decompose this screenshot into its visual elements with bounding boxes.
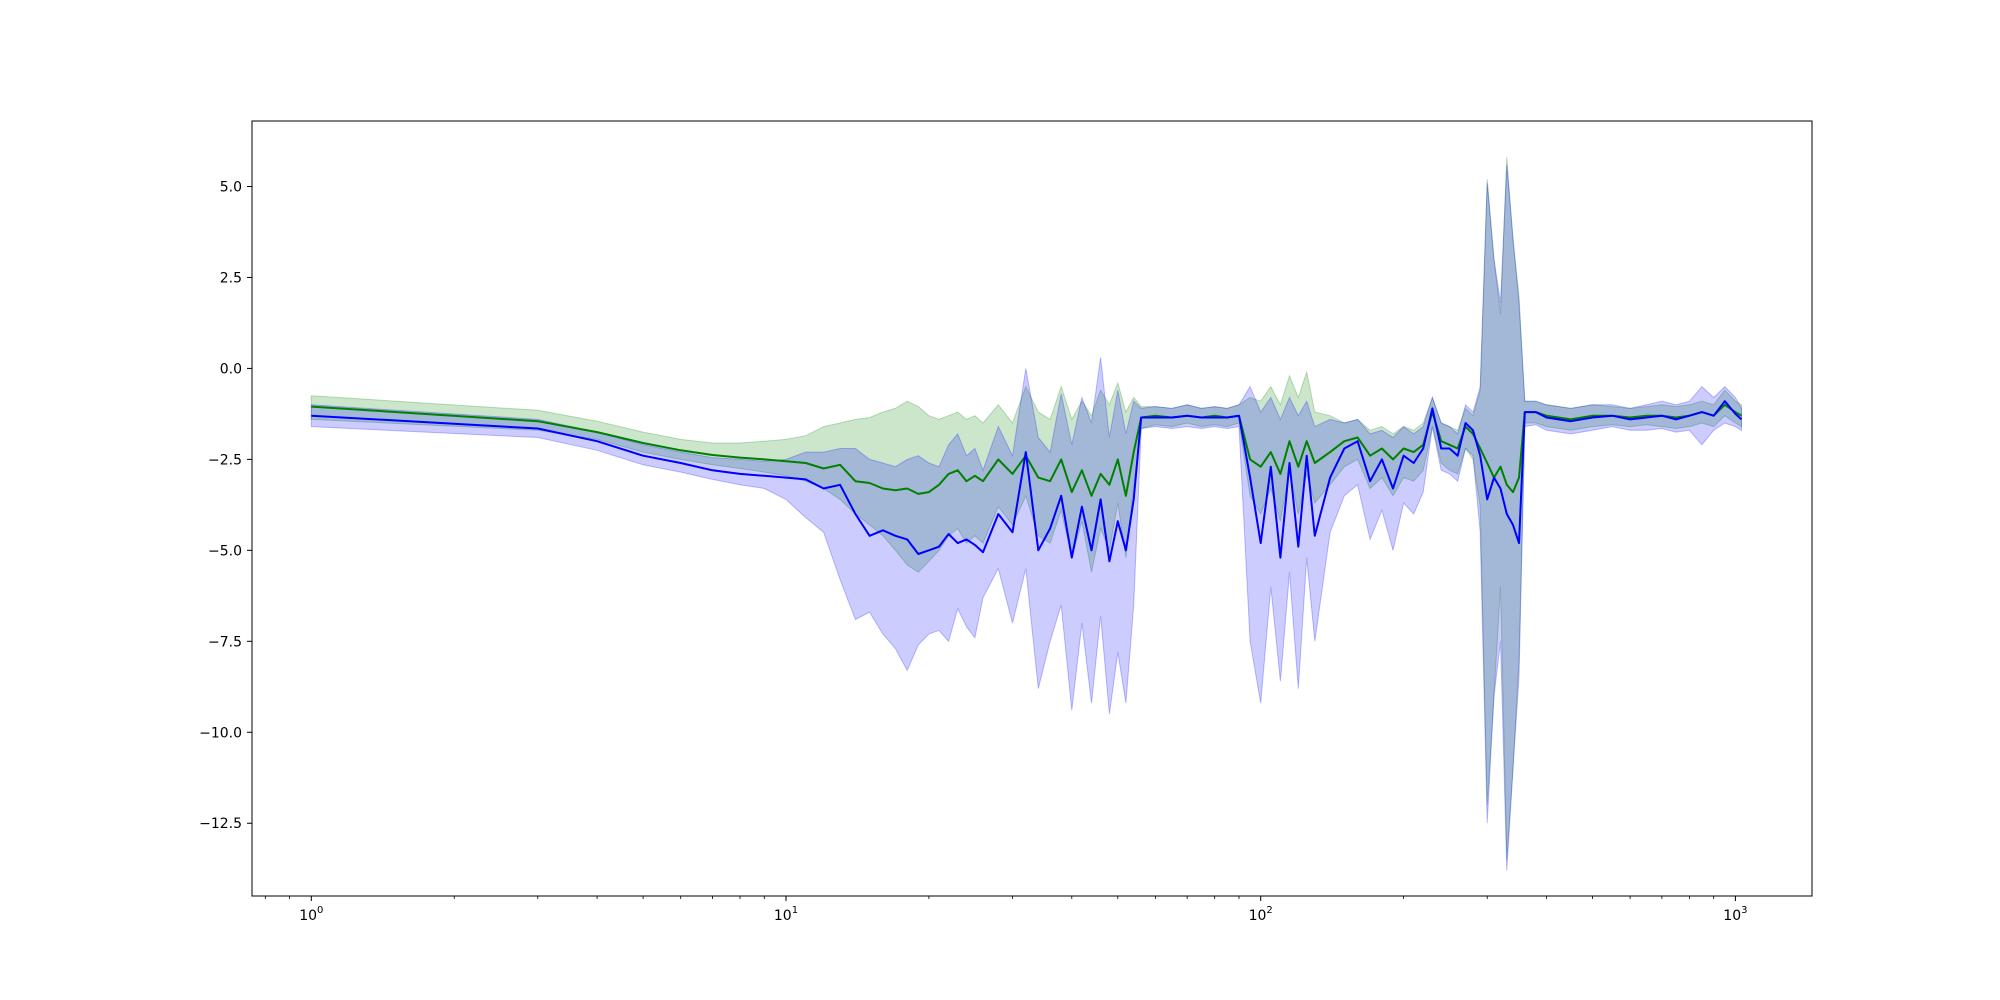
y-tick-label: −5.0 (208, 543, 242, 559)
x-tick-label: 101 (774, 905, 798, 924)
x-tick-label: 102 (1249, 905, 1273, 924)
series-2-line (311, 400, 1743, 563)
series-1-band (310, 157, 1742, 860)
y-tick-label: −2.5 (208, 452, 242, 468)
x-tick-label: 100 (299, 905, 323, 924)
y-tick-label: −12.5 (199, 816, 242, 832)
x-tick-label: 103 (1723, 905, 1747, 924)
y-axis: 5.0 2.5 0.0 −2.5 −5.0 −7.5 −10.0 −12.5 (199, 179, 252, 832)
y-tick-label: 5.0 (220, 179, 242, 195)
y-tick-label: −7.5 (208, 634, 242, 650)
y-tick-label: −10.0 (199, 725, 242, 741)
y-tick-label: 0.0 (220, 361, 242, 377)
series-2-band (310, 164, 1742, 871)
y-tick-label: 2.5 (220, 270, 242, 286)
plot-frame (251, 120, 1813, 897)
x-axis: 100 101 102 103 (264, 896, 1748, 924)
confidence-bands (310, 157, 1742, 871)
series-lines (311, 400, 1743, 563)
